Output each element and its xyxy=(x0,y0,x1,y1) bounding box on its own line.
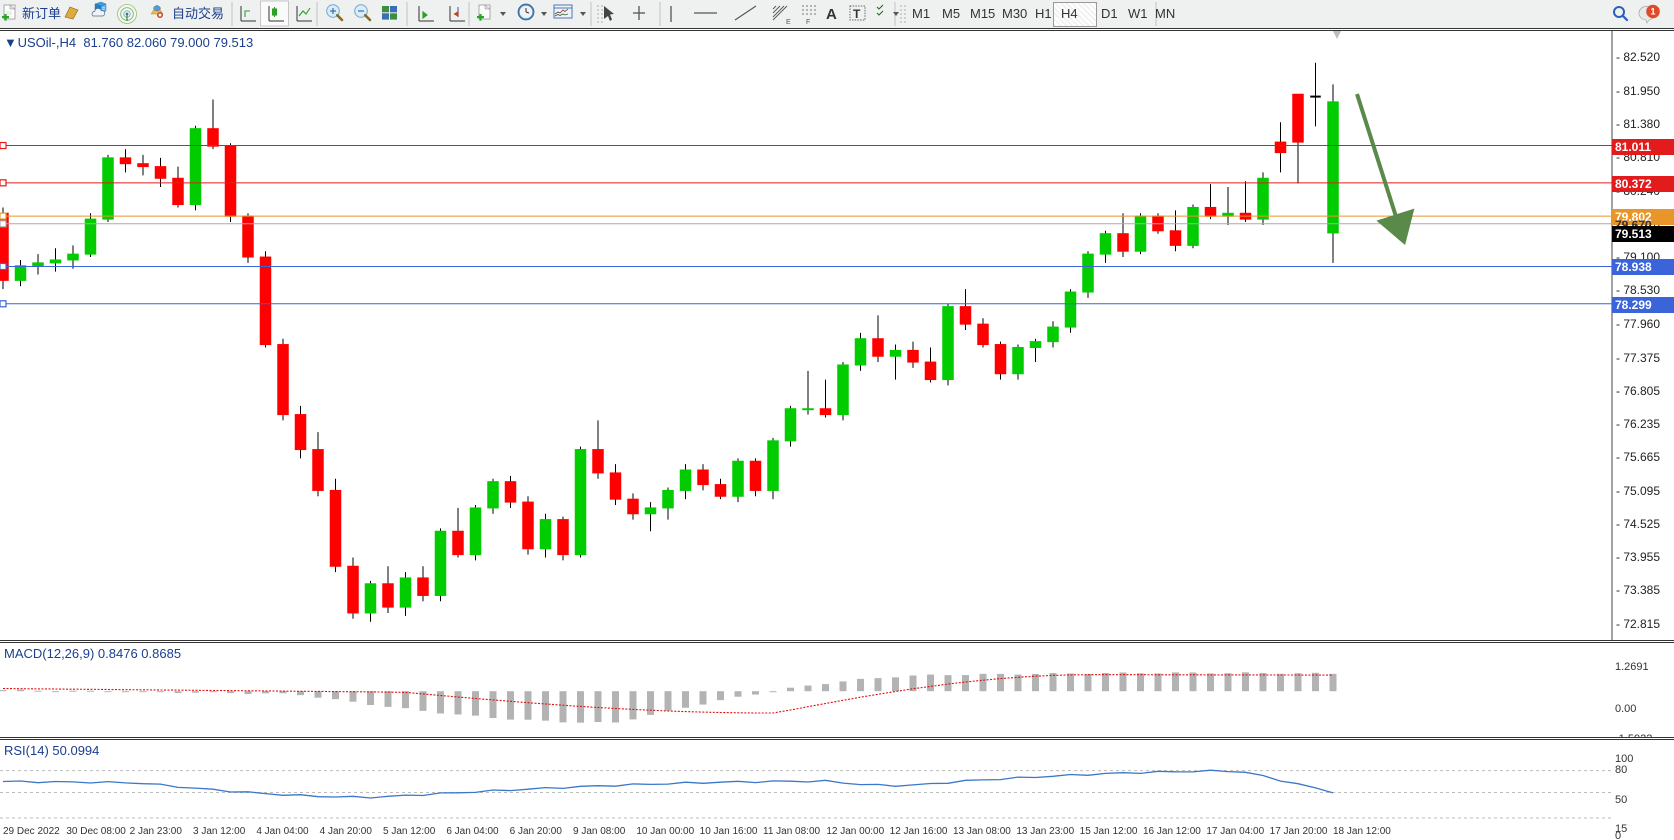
svg-text:1: 1 xyxy=(1650,7,1655,17)
